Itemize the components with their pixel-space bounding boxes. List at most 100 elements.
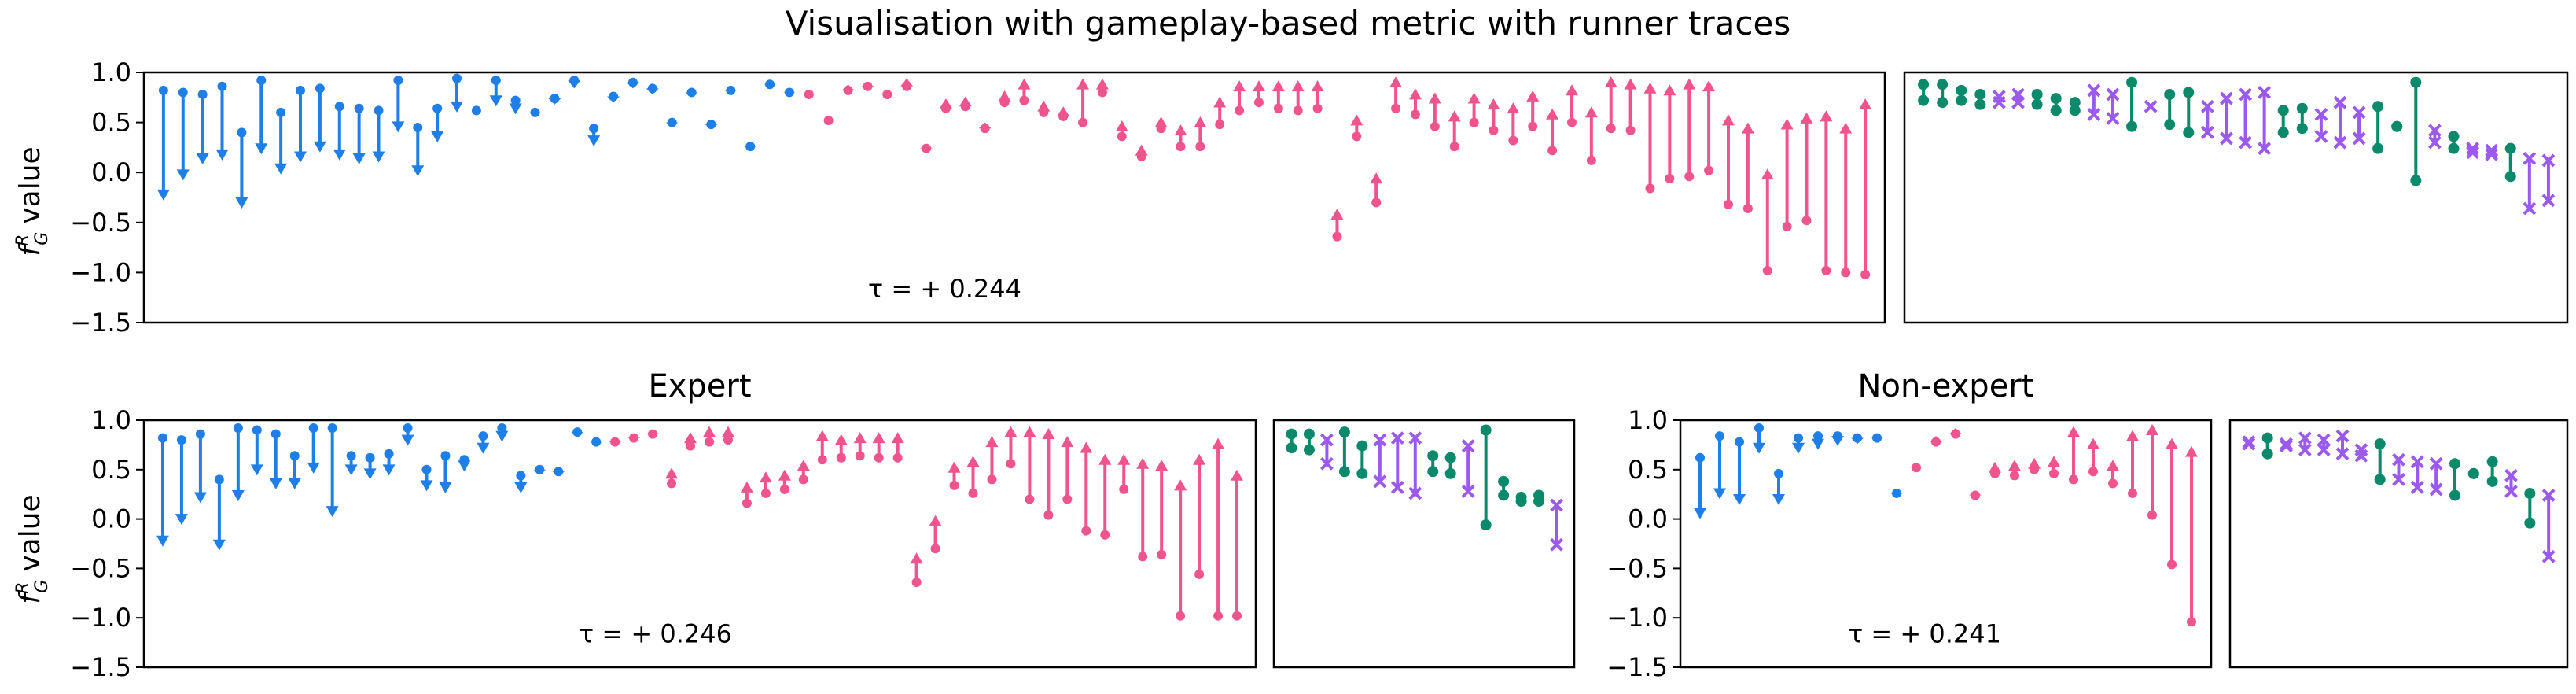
arrow-up bbox=[1174, 479, 1187, 621]
ylabel-bottom-sub: G bbox=[32, 580, 52, 593]
arrow-up-head bbox=[1721, 114, 1735, 126]
arrow-up-head bbox=[1018, 78, 1031, 90]
arrow-up bbox=[2146, 424, 2158, 520]
pair-dot bbox=[2524, 487, 2536, 529]
pair-cross-marker bbox=[1993, 95, 2006, 109]
arrow-up-head bbox=[1683, 78, 1696, 90]
arrow-down bbox=[489, 76, 502, 107]
arrow-down bbox=[1890, 488, 1903, 498]
axes-frame bbox=[1903, 71, 2569, 324]
pair-cross bbox=[2011, 87, 2025, 109]
arrow-down-head bbox=[156, 535, 169, 547]
arrow-down bbox=[1831, 431, 1844, 446]
pair-dot-marker bbox=[1286, 442, 1297, 454]
arrow-down-head bbox=[509, 103, 522, 115]
ylabel-top-sub: G bbox=[32, 232, 52, 245]
arrow-up bbox=[1271, 80, 1285, 113]
arrow-up-head bbox=[1023, 426, 1036, 437]
arrow-up bbox=[1910, 463, 1923, 473]
arrow-up bbox=[1174, 124, 1187, 152]
pair-dot-marker bbox=[1303, 444, 1315, 456]
arrow-up-head bbox=[802, 92, 815, 94]
arrow-down-head bbox=[548, 98, 561, 105]
pair-cross-marker bbox=[2242, 437, 2256, 451]
arrow-up bbox=[1042, 428, 1055, 520]
arrow-up-head bbox=[822, 117, 835, 121]
tau-label: τ = + 0.241 bbox=[1848, 619, 2001, 649]
tau-label: τ = + 0.244 bbox=[868, 274, 1021, 304]
pair-cross bbox=[2352, 105, 2366, 146]
pair-cross-marker bbox=[2258, 142, 2272, 156]
arrow-down-head bbox=[587, 135, 601, 147]
arrow-up bbox=[1213, 96, 1227, 130]
pair-dot-marker bbox=[2504, 142, 2516, 154]
pair-dot-marker bbox=[1356, 467, 1368, 479]
pair-cross-marker bbox=[2485, 147, 2499, 161]
pair-cross-marker bbox=[2427, 124, 2442, 138]
arrow-up-head bbox=[841, 84, 855, 90]
pair-dot bbox=[2467, 467, 2479, 479]
pair-dot-marker bbox=[1480, 519, 1492, 531]
arrow-down-head bbox=[439, 482, 452, 493]
arrow-up bbox=[1780, 118, 1794, 231]
arrow-down bbox=[269, 429, 282, 489]
pair-cross-marker bbox=[2200, 99, 2214, 113]
arrow-up bbox=[1057, 106, 1070, 121]
pair-cross-marker bbox=[2298, 443, 2312, 457]
arrow-down bbox=[1792, 433, 1805, 454]
pair-cross-marker bbox=[1461, 439, 1475, 453]
arrow-up-head bbox=[702, 426, 716, 437]
arrow-down bbox=[1772, 468, 1785, 506]
pair-cross bbox=[2485, 143, 2499, 161]
arrow-up-head bbox=[1467, 92, 1481, 104]
pair-cross bbox=[1390, 431, 1404, 494]
pair-dot-marker bbox=[2467, 467, 2479, 479]
pair-cross bbox=[2541, 489, 2556, 563]
arrow-up bbox=[881, 89, 894, 99]
arrow-up-head bbox=[1271, 80, 1285, 92]
arrow-up-head bbox=[861, 82, 874, 87]
arrow-down-head bbox=[590, 441, 603, 445]
pair-cross bbox=[2106, 87, 2120, 125]
arrow-up bbox=[853, 432, 867, 461]
arrow-down-head bbox=[250, 464, 263, 476]
pair-cross bbox=[2258, 86, 2272, 156]
arrow-down-head bbox=[1890, 493, 1903, 496]
arrow-down-head bbox=[352, 153, 366, 165]
arrow-up bbox=[646, 429, 660, 439]
arrow-up-head bbox=[1546, 108, 1559, 120]
arrow-up bbox=[759, 471, 772, 498]
arrow-up-head bbox=[1930, 436, 1942, 442]
pair-cross-marker bbox=[2333, 95, 2347, 109]
arrow-down-head bbox=[1772, 494, 1785, 506]
arrow-down bbox=[744, 142, 757, 152]
pair-cross-marker bbox=[1550, 537, 1563, 552]
arrow-down bbox=[231, 423, 245, 501]
arrow-up-head bbox=[1233, 80, 1246, 92]
arrow-up-head bbox=[1780, 118, 1794, 130]
arrow-down-head bbox=[514, 482, 528, 493]
pair-dot-marker bbox=[2031, 98, 2043, 110]
pair-dot-marker bbox=[2391, 120, 2403, 132]
arrow-down-head bbox=[1812, 438, 1824, 450]
arrow-up-head bbox=[1154, 116, 1168, 127]
pair-dot-marker bbox=[2183, 127, 2195, 138]
pair-cross bbox=[1373, 433, 1387, 489]
pair-dot bbox=[1444, 452, 1456, 479]
pair-cross-marker bbox=[2333, 135, 2347, 150]
pair-dot bbox=[1498, 475, 1510, 501]
arrow-down bbox=[401, 423, 414, 446]
pair-dot-marker bbox=[1937, 97, 1949, 109]
arrow-up-head bbox=[920, 144, 933, 149]
arrow-up bbox=[1969, 490, 1982, 500]
arrow-down bbox=[363, 452, 377, 480]
arrow-down-head bbox=[552, 471, 565, 476]
arrow-down-head bbox=[333, 149, 346, 161]
arrow-down-head bbox=[193, 492, 207, 504]
arrow-down bbox=[1733, 437, 1746, 506]
pair-cross bbox=[2298, 431, 2312, 457]
arrow-up-head bbox=[1584, 106, 1598, 118]
pair-dot bbox=[2296, 102, 2308, 135]
pair-cross-marker bbox=[2429, 482, 2443, 497]
